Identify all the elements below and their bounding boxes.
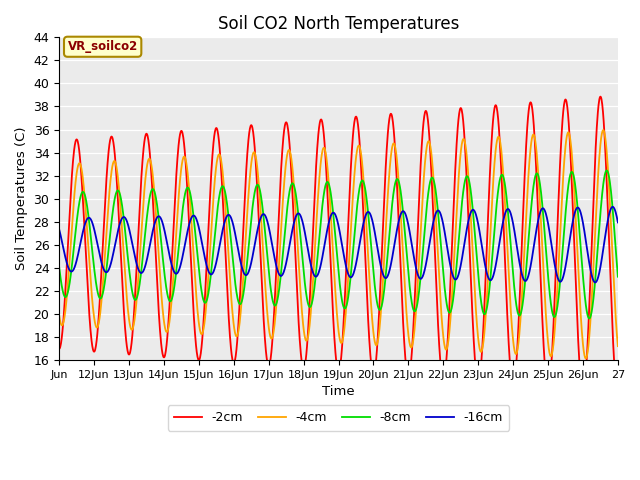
-8cm — [470, 222, 478, 228]
X-axis label: Time: Time — [322, 385, 355, 398]
-4cm — [600, 127, 607, 133]
-4cm — [607, 229, 615, 235]
Title: Soil CO2 North Temperatures: Soil CO2 North Temperatures — [218, 15, 460, 33]
-16cm — [609, 204, 616, 210]
-4cm — [470, 276, 478, 282]
-8cm — [603, 168, 611, 173]
-4cm — [55, 312, 63, 318]
-2cm — [614, 392, 621, 397]
-16cm — [314, 273, 321, 278]
-2cm — [55, 346, 63, 352]
-16cm — [143, 258, 150, 264]
-8cm — [314, 257, 321, 263]
Line: -16cm: -16cm — [59, 207, 618, 282]
-2cm — [324, 197, 332, 203]
-4cm — [552, 309, 560, 314]
-8cm — [552, 311, 560, 317]
Line: -8cm: -8cm — [59, 170, 618, 318]
-8cm — [607, 192, 615, 197]
-8cm — [585, 315, 593, 321]
-4cm — [582, 356, 589, 361]
-4cm — [324, 168, 332, 174]
-8cm — [614, 274, 621, 279]
-2cm — [314, 145, 321, 151]
-8cm — [143, 218, 150, 224]
-16cm — [324, 224, 332, 230]
-4cm — [614, 343, 621, 349]
-16cm — [55, 227, 63, 232]
-4cm — [314, 206, 321, 212]
-16cm — [552, 268, 560, 274]
Legend: -2cm, -4cm, -8cm, -16cm: -2cm, -4cm, -8cm, -16cm — [168, 405, 509, 431]
Line: -4cm: -4cm — [59, 130, 618, 359]
-8cm — [324, 179, 332, 185]
-2cm — [470, 344, 478, 350]
Y-axis label: Soil Temperatures (C): Soil Temperatures (C) — [15, 127, 28, 270]
-16cm — [591, 279, 599, 285]
-2cm — [596, 94, 604, 99]
Text: VR_soilco2: VR_soilco2 — [68, 40, 138, 53]
-2cm — [143, 131, 150, 137]
-16cm — [470, 207, 478, 213]
-8cm — [55, 264, 63, 270]
-2cm — [607, 290, 615, 296]
Line: -2cm: -2cm — [59, 96, 618, 395]
-16cm — [607, 206, 615, 212]
-2cm — [552, 262, 560, 268]
-16cm — [614, 219, 621, 225]
-4cm — [143, 166, 150, 172]
